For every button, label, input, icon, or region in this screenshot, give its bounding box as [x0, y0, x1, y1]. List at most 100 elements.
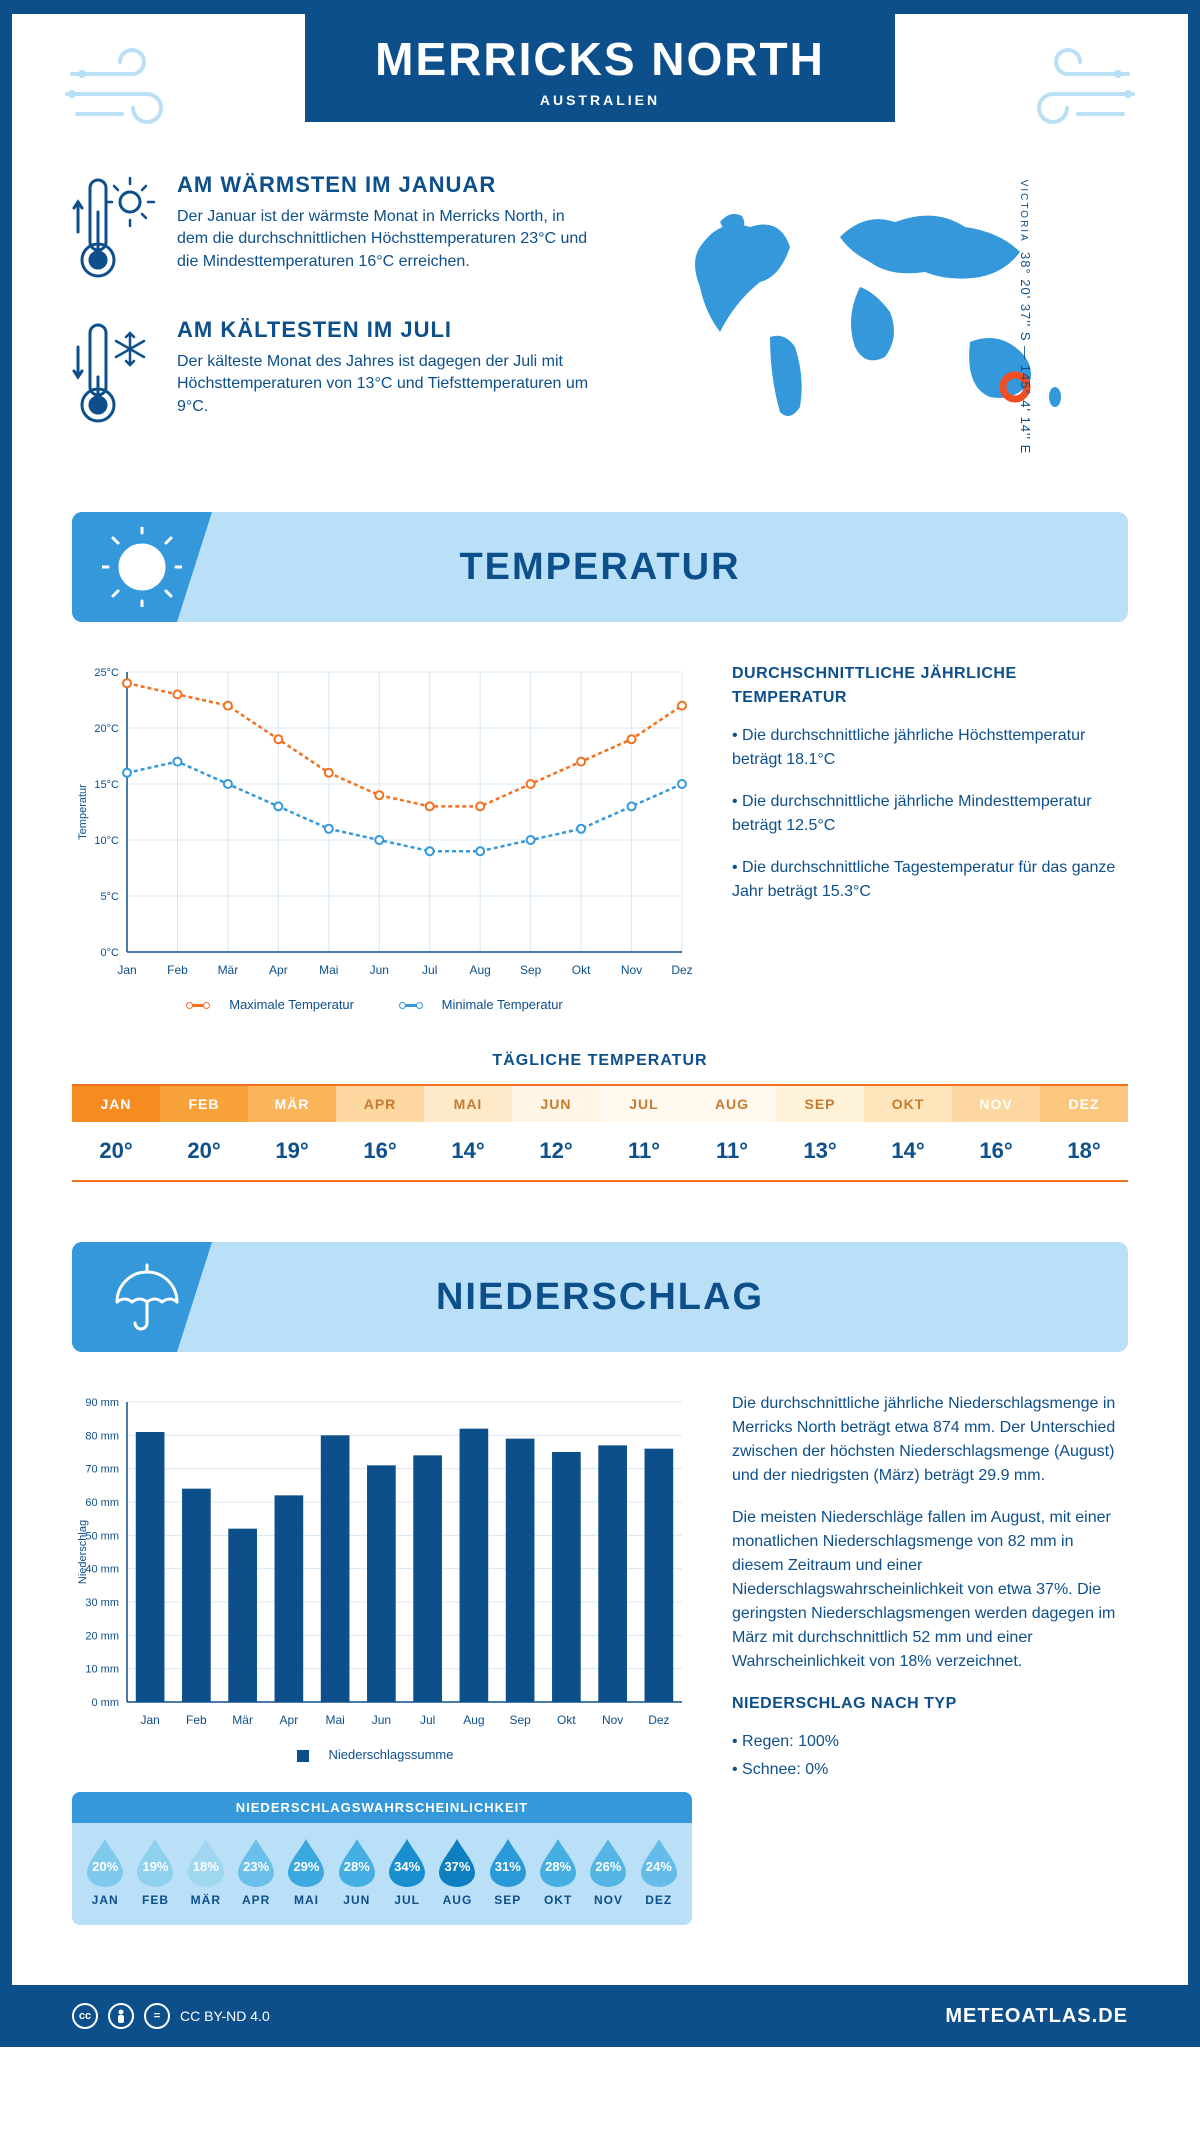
drop-icon: 18% — [186, 1837, 226, 1887]
prob-drop: 28% OKT — [533, 1837, 583, 1907]
svg-text:60 mm: 60 mm — [85, 1497, 119, 1509]
license: cc = CC BY-ND 4.0 — [72, 2003, 270, 2029]
summary-bullet: • Die durchschnittliche jährliche Höchst… — [732, 724, 1128, 772]
temp-table-cell: APR 16° — [336, 1086, 424, 1180]
svg-text:Dez: Dez — [671, 963, 692, 977]
prob-drop: 18% MÄR — [181, 1837, 231, 1907]
nd-icon: = — [144, 2003, 170, 2029]
drop-icon: 20% — [85, 1837, 125, 1887]
prob-drop: 24% DEZ — [634, 1837, 684, 1907]
svg-text:Aug: Aug — [463, 1713, 484, 1727]
svg-text:Mai: Mai — [325, 1713, 344, 1727]
prob-drop: 19% FEB — [130, 1837, 180, 1907]
prob-drop: 20% JAN — [80, 1837, 130, 1907]
umbrella-icon — [72, 1242, 212, 1352]
temp-table-cell: NOV 16° — [952, 1086, 1040, 1180]
temperature-summary: DURCHSCHNITTLICHE JÄHRLICHE TEMPERATUR •… — [732, 662, 1128, 1012]
svg-text:20°C: 20°C — [94, 723, 119, 735]
wind-icon — [62, 44, 182, 139]
drop-icon: 28% — [538, 1837, 578, 1887]
precip-bar-chart: 0 mm10 mm20 mm30 mm40 mm50 mm60 mm70 mm8… — [72, 1392, 692, 1732]
svg-text:Feb: Feb — [167, 963, 188, 977]
fact-text: Der Januar ist der wärmste Monat in Merr… — [177, 206, 592, 273]
prob-drop: 23% APR — [231, 1837, 281, 1907]
drop-icon: 28% — [337, 1837, 377, 1887]
svg-text:Okt: Okt — [557, 1713, 576, 1727]
temp-table-cell: DEZ 18° — [1040, 1086, 1128, 1180]
temperature-line-chart: 0°C5°C10°C15°C20°C25°CJanFebMärAprMaiJun… — [72, 662, 692, 982]
svg-text:Sep: Sep — [509, 1713, 531, 1727]
svg-text:40 mm: 40 mm — [85, 1564, 119, 1576]
svg-text:Feb: Feb — [186, 1713, 207, 1727]
precip-type-title: NIEDERSCHLAG NACH TYP — [732, 1692, 1128, 1716]
daily-temp-table: JAN 20° FEB 20° MÄR 19° APR 16° MAI 14° … — [72, 1084, 1128, 1182]
precip-probability-box: NIEDERSCHLAGSWAHRSCHEINLICHKEIT 20% JAN … — [72, 1792, 692, 1925]
fact-title: AM WÄRMSTEN IM JANUAR — [177, 172, 592, 198]
section-title: TEMPERATUR — [459, 546, 740, 589]
svg-text:Jul: Jul — [422, 963, 437, 977]
svg-text:5°C: 5°C — [101, 891, 120, 903]
license-text: CC BY-ND 4.0 — [180, 2008, 270, 2024]
drop-icon: 29% — [286, 1837, 326, 1887]
svg-text:0°C: 0°C — [101, 947, 120, 959]
drop-icon: 24% — [639, 1837, 679, 1887]
intro-section: AM WÄRMSTEN IM JANUAR Der Januar ist der… — [12, 132, 1188, 482]
site-name: METEOATLAS.DE — [945, 2005, 1128, 2028]
thermometer-sun-icon — [72, 172, 157, 287]
precip-text: Die meisten Niederschläge fallen im Augu… — [732, 1506, 1128, 1674]
coordinates: VICTORIA 38° 20' 37'' S — 145° 4' 14'' E — [1018, 180, 1033, 455]
drop-icon: 23% — [236, 1837, 276, 1887]
svg-text:Aug: Aug — [470, 963, 491, 977]
svg-text:Sep: Sep — [520, 963, 542, 977]
temp-table-cell: JAN 20° — [72, 1086, 160, 1180]
svg-text:Nov: Nov — [621, 963, 642, 977]
temp-table-cell: SEP 13° — [776, 1086, 864, 1180]
svg-text:80 mm: 80 mm — [85, 1430, 119, 1442]
temp-legend: Maximale Temperatur Minimale Temperatur — [72, 997, 692, 1012]
svg-text:Mär: Mär — [232, 1713, 253, 1727]
svg-text:Apr: Apr — [269, 963, 288, 977]
summary-title: DURCHSCHNITTLICHE JÄHRLICHE TEMPERATUR — [732, 662, 1128, 710]
summary-bullet: • Die durchschnittliche Tagestemperatur … — [732, 856, 1128, 904]
footer: cc = CC BY-ND 4.0 METEOATLAS.DE — [12, 1985, 1188, 2047]
svg-text:Dez: Dez — [648, 1713, 669, 1727]
temp-table-cell: JUN 12° — [512, 1086, 600, 1180]
cc-icon: cc — [72, 2003, 98, 2029]
svg-text:Niederschlag: Niederschlag — [77, 1520, 89, 1584]
section-title: NIEDERSCHLAG — [436, 1276, 764, 1319]
svg-text:30 mm: 30 mm — [85, 1597, 119, 1609]
svg-text:Jul: Jul — [420, 1713, 435, 1727]
fact-title: AM KÄLTESTEN IM JULI — [177, 317, 592, 343]
svg-text:Nov: Nov — [602, 1713, 623, 1727]
temp-table-cell: MAI 14° — [424, 1086, 512, 1180]
svg-text:20 mm: 20 mm — [85, 1630, 119, 1642]
precip-type-item: • Regen: 100% — [732, 1730, 1128, 1754]
page-title: MERRICKS NORTH — [375, 32, 825, 86]
svg-text:70 mm: 70 mm — [85, 1464, 119, 1476]
world-map: VICTORIA 38° 20' 37'' S — 145° 4' 14'' E — [632, 172, 1128, 462]
prob-drop: 26% NOV — [583, 1837, 633, 1907]
svg-text:10 mm: 10 mm — [85, 1664, 119, 1676]
prob-title: NIEDERSCHLAGSWAHRSCHEINLICHKEIT — [72, 1792, 692, 1823]
svg-text:0 mm: 0 mm — [92, 1697, 120, 1709]
precip-text: Die durchschnittliche jährliche Niedersc… — [732, 1392, 1128, 1488]
svg-text:Jan: Jan — [140, 1713, 159, 1727]
prob-drop: 29% MAI — [281, 1837, 331, 1907]
precip-summary: Die durchschnittliche jährliche Niedersc… — [732, 1392, 1128, 1925]
svg-text:Okt: Okt — [572, 963, 591, 977]
title-banner: MERRICKS NORTH AUSTRALIEN — [305, 14, 895, 122]
prob-drop: 37% AUG — [432, 1837, 482, 1907]
summary-bullet: • Die durchschnittliche jährliche Mindes… — [732, 790, 1128, 838]
drop-icon: 37% — [437, 1837, 477, 1887]
section-banner-temperature: TEMPERATUR — [72, 512, 1128, 622]
fact-text: Der kälteste Monat des Jahres ist dagege… — [177, 351, 592, 418]
prob-drop: 34% JUL — [382, 1837, 432, 1907]
temp-table-cell: OKT 14° — [864, 1086, 952, 1180]
by-icon — [108, 2003, 134, 2029]
precip-row: 0 mm10 mm20 mm30 mm40 mm50 mm60 mm70 mm8… — [12, 1352, 1188, 1935]
svg-text:90 mm: 90 mm — [85, 1397, 119, 1409]
svg-text:25°C: 25°C — [94, 667, 119, 679]
svg-text:Temperatur: Temperatur — [77, 784, 89, 840]
prob-drop: 31% SEP — [483, 1837, 533, 1907]
daily-temp-title: TÄGLICHE TEMPERATUR — [12, 1052, 1188, 1070]
